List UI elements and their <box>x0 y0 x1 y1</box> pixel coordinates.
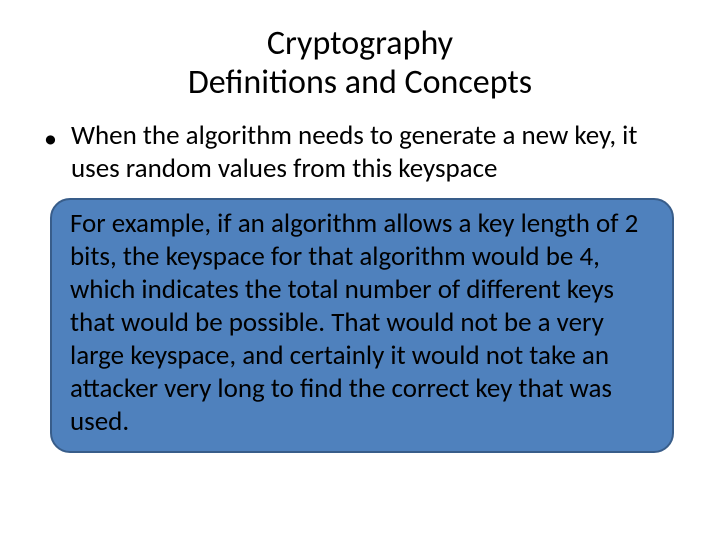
example-callout: For example, if an algorithm allows a ke… <box>50 198 674 453</box>
slide-title: Cryptography Definitions and Concepts <box>36 24 684 102</box>
bullet-item: • When the algorithm needs to generate a… <box>44 120 676 186</box>
bullet-text: When the algorithm needs to generate a n… <box>71 120 676 186</box>
slide: Cryptography Definitions and Concepts • … <box>0 0 720 540</box>
bullet-dot-icon: • <box>44 122 57 155</box>
callout-text: For example, if an algorithm allows a ke… <box>70 208 654 439</box>
title-line-2: Definitions and Concepts <box>36 63 684 102</box>
title-line-1: Cryptography <box>36 24 684 63</box>
